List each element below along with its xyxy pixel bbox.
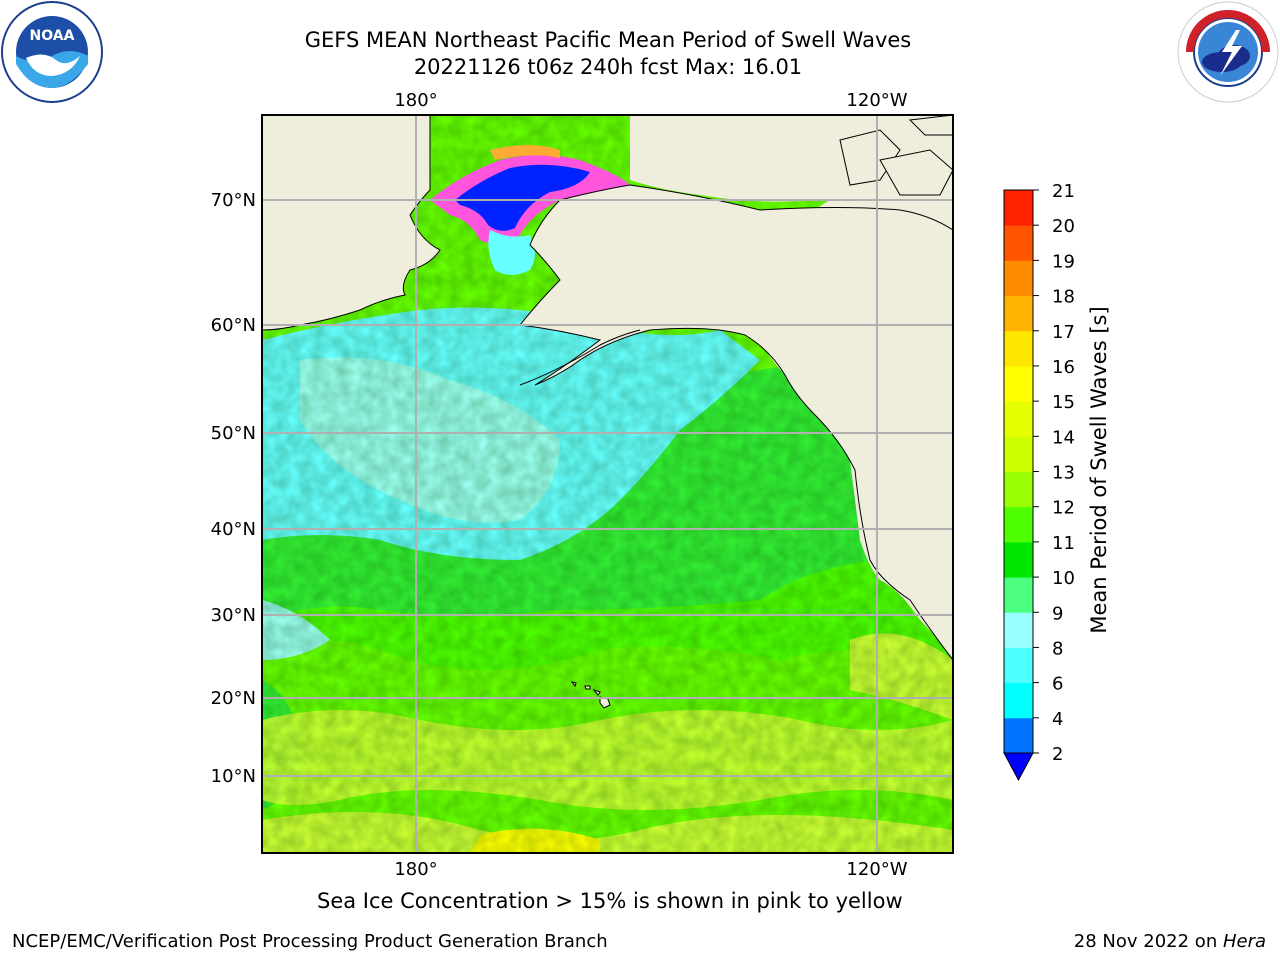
footer-date-text: 28 Nov 2022 on	[1073, 931, 1223, 952]
chart-title: GEFS MEAN Northeast Pacific Mean Period …	[304, 28, 912, 52]
lon-label-top-180: 180°	[394, 90, 437, 111]
lat-label-20n: 20°N	[211, 688, 256, 709]
sea-ice-note: Sea Ice Concentration > 15% is shown in …	[317, 889, 903, 913]
colorbar-tick-label: 19	[1052, 251, 1075, 272]
colorbar-swatch	[1004, 260, 1033, 297]
colorbar-swatch	[1004, 401, 1033, 437]
colorbar-swatch	[1004, 190, 1033, 226]
colorbar-tick-label: 21	[1052, 181, 1075, 202]
lat-label-30n: 30°N	[211, 605, 256, 626]
colorbar-tick-label: 2	[1052, 744, 1063, 765]
colorbar-tick-label: 4	[1052, 709, 1063, 730]
colorbar-tick-label: 6	[1052, 674, 1063, 695]
colorbar-swatch	[1004, 330, 1033, 367]
colorbar-swatch	[1004, 577, 1033, 613]
lat-label-10n: 10°N	[211, 766, 256, 787]
colorbar-tick-label: 9	[1052, 603, 1063, 624]
colorbar-swatch	[1004, 717, 1033, 754]
colorbar-extend-arrow	[1003, 752, 1034, 782]
lon-label-bottom-180: 180°	[394, 859, 437, 880]
colorbar-swatch	[1004, 471, 1033, 508]
colorbar-tick-label: 8	[1052, 638, 1063, 659]
map-gridlines	[262, 115, 953, 853]
colorbar-tick-label: 11	[1052, 533, 1075, 554]
colorbar-swatch	[1004, 506, 1033, 543]
colorbar-tick-label: 20	[1052, 216, 1075, 237]
noaa-logo-icon: NOAA	[1, 1, 103, 103]
footer-date: 28 Nov 2022 on Hera	[1074, 931, 1266, 952]
colorbar-tick-label: 10	[1052, 568, 1075, 589]
colorbar-tick-label: 18	[1052, 287, 1075, 308]
footer-credit: NCEP/EMC/Verification Post Processing Pr…	[12, 931, 608, 952]
lon-label-top-120w: 120°W	[846, 90, 907, 111]
lat-label-40n: 40°N	[211, 519, 256, 540]
colorbar: 2 4 6 8 9 10 11 12 13 14 15 16 17 18 19 20 21	[1003, 181, 1075, 782]
north-america-land	[519, 184, 953, 661]
colorbar-swatch	[1004, 225, 1033, 261]
colorbar-tick-label: 14	[1052, 427, 1075, 448]
noaa-logo-text: NOAA	[30, 28, 75, 44]
colorbar-swatch	[1004, 541, 1033, 578]
hawaii-islands	[570, 681, 611, 709]
map-frame	[261, 114, 954, 854]
colorbar-tick-label: 17	[1052, 322, 1075, 343]
colorbar-swatch	[1004, 436, 1033, 472]
colorbar-tick-label: 16	[1052, 357, 1075, 378]
colorbar-swatch	[1004, 365, 1033, 402]
colorbar-tick-label: 15	[1052, 392, 1075, 413]
chart-subtitle: 20221126 t06z 240h fcst Max: 16.01	[413, 55, 803, 79]
colorbar-swatch	[1004, 295, 1033, 332]
nws-logo-icon	[1177, 1, 1279, 103]
colorbar-tick-label: 12	[1052, 498, 1075, 519]
lon-label-bottom-120w: 120°W	[846, 859, 907, 880]
colorbar-swatch	[1004, 612, 1033, 648]
footer-machine: Hera	[1222, 931, 1266, 952]
colorbar-swatch	[1004, 682, 1033, 719]
lat-label-60n: 60°N	[211, 315, 256, 336]
colorbar-label: Mean Period of Swell Waves [s]	[1087, 306, 1111, 633]
colorbar-swatch	[1004, 647, 1033, 684]
lat-label-50n: 50°N	[211, 423, 256, 444]
lat-label-70n: 70°N	[211, 190, 256, 211]
colorbar-tick-label: 13	[1052, 463, 1075, 484]
